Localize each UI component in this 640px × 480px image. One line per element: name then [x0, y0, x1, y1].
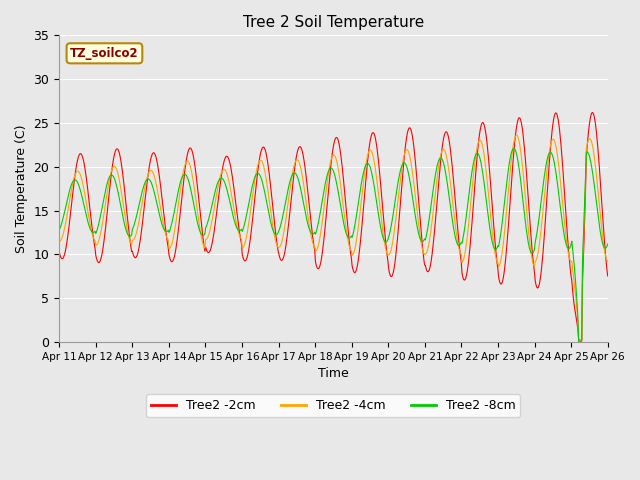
Tree2 -2cm — [589, 109, 596, 115]
Tree2 -2cm — [604, 273, 612, 279]
Tree2 -2cm — [206, 248, 214, 253]
Tree2 -8cm — [55, 227, 63, 233]
Line: Tree2 -4cm: Tree2 -4cm — [59, 135, 608, 340]
Tree2 -2cm — [177, 200, 185, 206]
Tree2 -4cm — [122, 216, 129, 222]
Tree2 -2cm — [575, 337, 582, 343]
Tree2 -8cm — [604, 241, 612, 247]
Tree2 -8cm — [206, 210, 214, 216]
Tree2 -2cm — [55, 249, 63, 254]
Line: Tree2 -8cm: Tree2 -8cm — [59, 148, 608, 342]
Tree2 -4cm — [513, 132, 521, 138]
Tree2 -8cm — [510, 145, 518, 151]
Tree2 -2cm — [400, 157, 408, 163]
Tree2 -4cm — [206, 227, 214, 232]
Tree2 -4cm — [416, 233, 424, 239]
Tree2 -2cm — [65, 223, 73, 229]
Tree2 -4cm — [55, 238, 63, 244]
Tree2 -8cm — [400, 160, 408, 166]
Tree2 -2cm — [416, 216, 424, 221]
Tree2 -2cm — [122, 196, 129, 202]
Tree2 -8cm — [575, 339, 583, 345]
Tree2 -4cm — [604, 258, 612, 264]
Tree2 -8cm — [177, 177, 185, 182]
Tree2 -8cm — [122, 226, 129, 231]
Line: Tree2 -2cm: Tree2 -2cm — [59, 112, 608, 340]
Title: Tree 2 Soil Temperature: Tree 2 Soil Temperature — [243, 15, 424, 30]
Y-axis label: Soil Temperature (C): Soil Temperature (C) — [15, 124, 28, 253]
Tree2 -4cm — [575, 337, 582, 343]
X-axis label: Time: Time — [318, 367, 349, 380]
Text: TZ_soilco2: TZ_soilco2 — [70, 47, 139, 60]
Tree2 -8cm — [65, 190, 73, 195]
Legend: Tree2 -2cm, Tree2 -4cm, Tree2 -8cm: Tree2 -2cm, Tree2 -4cm, Tree2 -8cm — [147, 394, 520, 417]
Tree2 -4cm — [177, 181, 185, 187]
Tree2 -4cm — [400, 153, 408, 159]
Tree2 -8cm — [416, 236, 424, 241]
Tree2 -4cm — [65, 200, 73, 206]
